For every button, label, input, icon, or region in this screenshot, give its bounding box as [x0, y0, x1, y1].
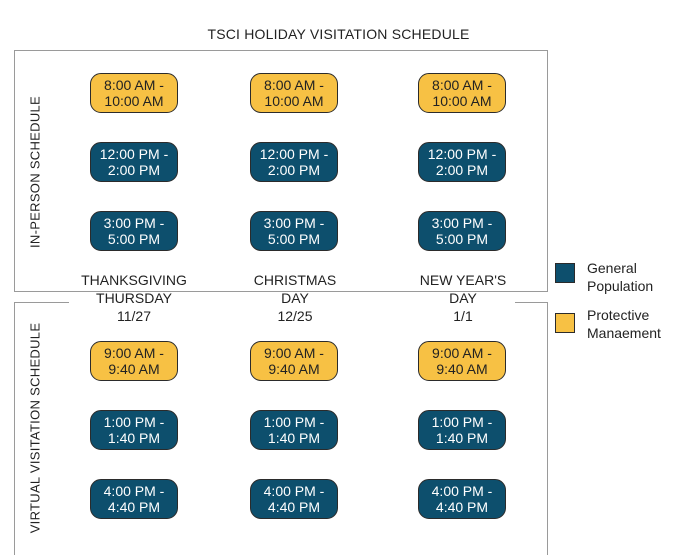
virtual-slot: 1:00 PM -1:40 PM	[418, 410, 506, 450]
slot-start-time: 3:00 PM -	[103, 215, 165, 231]
legend-swatch-general	[555, 263, 575, 283]
page-title: TSCI HOLIDAY VISITATION SCHEDULE	[207, 26, 470, 42]
slot-start-time: 4:00 PM -	[431, 483, 493, 499]
virtual-slot: 1:00 PM -1:40 PM	[90, 410, 178, 450]
virtual-slot: 4:00 PM -4:40 PM	[250, 479, 338, 519]
slot-end-time: 5:00 PM	[107, 231, 161, 247]
in-person-slot: 8:00 AM -10:00 AM	[250, 73, 338, 113]
slot-start-time: 1:00 PM -	[431, 414, 493, 430]
slot-start-time: 8:00 AM -	[432, 77, 492, 93]
slot-end-time: 5:00 PM	[435, 231, 489, 247]
in-person-slot: 3:00 PM -5:00 PM	[418, 211, 506, 251]
slot-start-time: 1:00 PM -	[263, 414, 325, 430]
slot-start-time: 8:00 AM -	[104, 77, 164, 93]
slot-start-time: 3:00 PM -	[263, 215, 325, 231]
slot-start-time: 4:00 PM -	[263, 483, 325, 499]
slot-end-time: 2:00 PM	[107, 162, 161, 178]
slot-start-time: 8:00 AM -	[264, 77, 324, 93]
legend-label-protective: Protective Manaement	[587, 306, 661, 342]
slot-end-time: 1:40 PM	[435, 430, 489, 446]
legend-protective-line2: Manaement	[587, 325, 661, 341]
slot-end-time: 9:40 AM	[108, 361, 160, 377]
day-name-line1: THANKSGIVING	[81, 272, 187, 288]
in-person-slot: 8:00 AM -10:00 AM	[90, 73, 178, 113]
in-person-frame	[14, 50, 548, 292]
slot-end-time: 2:00 PM	[267, 162, 321, 178]
legend-label-general: General Population	[587, 259, 653, 295]
day-name-line1: NEW YEAR'S	[419, 272, 507, 288]
in-person-slot: 12:00 PM -2:00 PM	[250, 142, 338, 182]
virtual-section-label: VIRTUAL VISITATION SCHEDULE	[27, 322, 43, 534]
slot-start-time: 9:00 AM -	[432, 345, 492, 361]
slot-end-time: 1:40 PM	[107, 430, 161, 446]
virtual-frame-right	[547, 302, 548, 555]
in-person-slot: 12:00 PM -2:00 PM	[90, 142, 178, 182]
day-header-new-years: NEW YEAR'S DAY 1/1	[393, 271, 533, 325]
slot-end-time: 10:00 AM	[264, 93, 324, 109]
virtual-slot: 9:00 AM -9:40 AM	[90, 341, 178, 381]
in-person-slot: 3:00 PM -5:00 PM	[90, 211, 178, 251]
slot-end-time: 4:40 PM	[107, 499, 161, 515]
slot-start-time: 9:00 AM -	[104, 345, 164, 361]
day-date: 11/27	[117, 308, 151, 324]
day-name-line2: THURSDAY	[96, 290, 172, 306]
virtual-frame-left	[14, 302, 15, 555]
virtual-slot: 9:00 AM -9:40 AM	[250, 341, 338, 381]
day-header-christmas: CHRISTMAS DAY 12/25	[225, 271, 365, 325]
virtual-frame-top-right	[515, 302, 548, 303]
slot-end-time: 5:00 PM	[267, 231, 321, 247]
virtual-slot: 4:00 PM -4:40 PM	[90, 479, 178, 519]
legend-general-line2: Population	[587, 278, 654, 294]
slot-end-time: 4:40 PM	[267, 499, 321, 515]
slot-start-time: 12:00 PM -	[259, 146, 329, 162]
slot-start-time: 9:00 AM -	[264, 345, 324, 361]
virtual-slot: 4:00 PM -4:40 PM	[418, 479, 506, 519]
legend-protective-line1: Protective	[587, 307, 650, 323]
in-person-slot: 3:00 PM -5:00 PM	[250, 211, 338, 251]
legend-swatch-protective	[555, 313, 575, 333]
in-person-slot: 12:00 PM -2:00 PM	[418, 142, 506, 182]
slot-end-time: 9:40 AM	[436, 361, 488, 377]
day-name-line2: DAY	[449, 290, 477, 306]
in-person-section-label: IN-PERSON SCHEDULE	[27, 95, 43, 249]
slot-end-time: 9:40 AM	[268, 361, 320, 377]
day-header-thanksgiving: THANKSGIVING THURSDAY 11/27	[64, 271, 204, 325]
slot-end-time: 1:40 PM	[267, 430, 321, 446]
slot-end-time: 2:00 PM	[435, 162, 489, 178]
day-date: 12/25	[277, 308, 313, 324]
day-name-line2: DAY	[281, 290, 309, 306]
virtual-frame-top-left	[14, 302, 69, 303]
day-date: 1/1	[453, 308, 473, 324]
virtual-slot: 1:00 PM -1:40 PM	[250, 410, 338, 450]
slot-start-time: 3:00 PM -	[431, 215, 493, 231]
slot-start-time: 12:00 PM -	[427, 146, 497, 162]
in-person-slot: 8:00 AM -10:00 AM	[418, 73, 506, 113]
slot-end-time: 10:00 AM	[104, 93, 164, 109]
slot-end-time: 4:40 PM	[435, 499, 489, 515]
virtual-slot: 9:00 AM -9:40 AM	[418, 341, 506, 381]
day-name-line1: CHRISTMAS	[253, 272, 337, 288]
legend-general-line1: General	[587, 260, 637, 276]
slot-start-time: 4:00 PM -	[103, 483, 165, 499]
slot-start-time: 12:00 PM -	[99, 146, 169, 162]
slot-start-time: 1:00 PM -	[103, 414, 165, 430]
slot-end-time: 10:00 AM	[432, 93, 492, 109]
